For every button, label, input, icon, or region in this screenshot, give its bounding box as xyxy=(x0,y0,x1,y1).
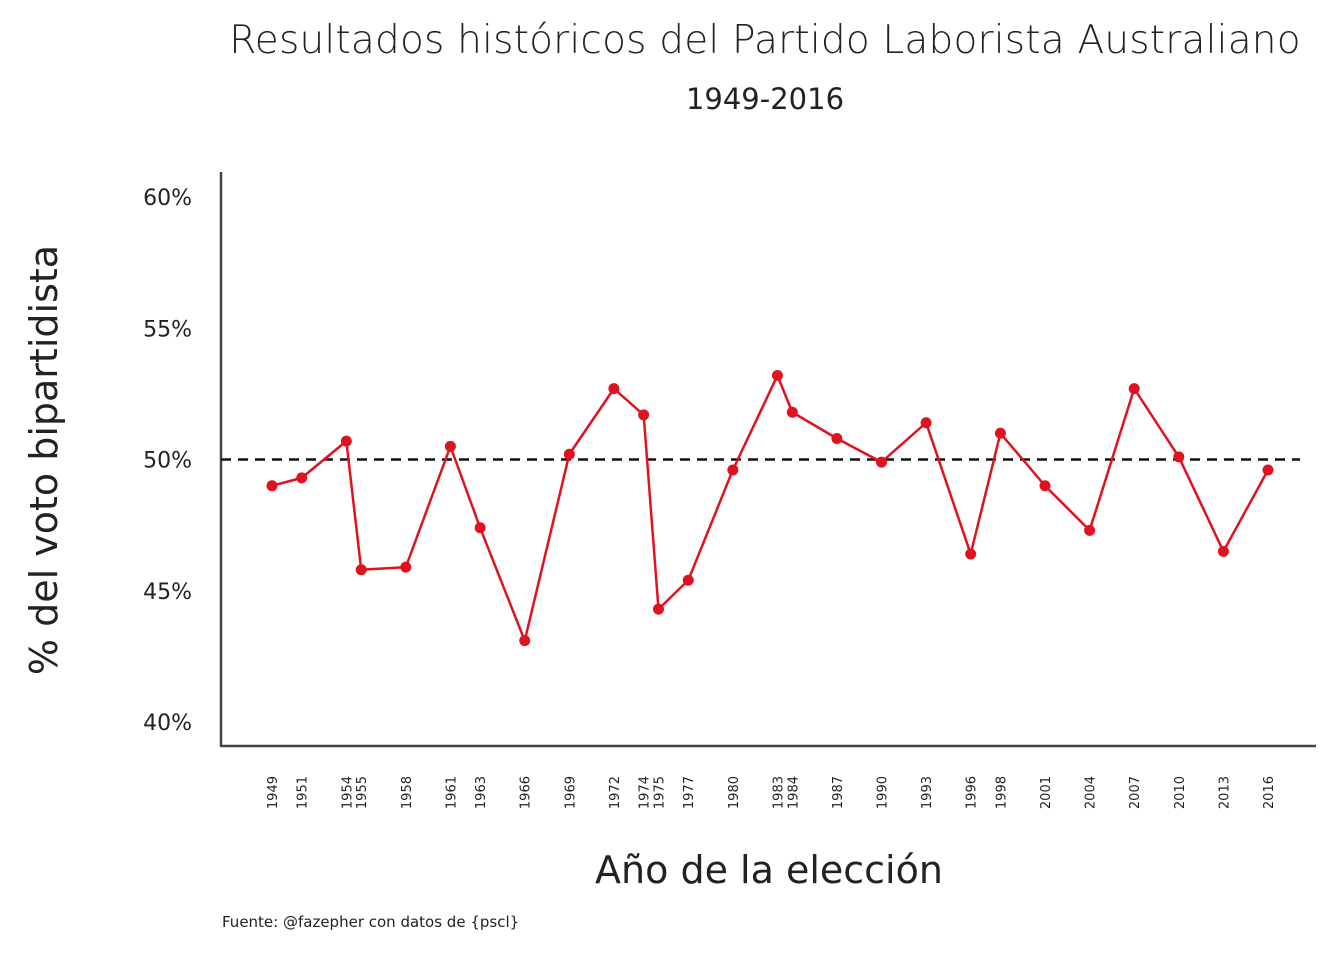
data-point xyxy=(994,427,1006,439)
data-point xyxy=(682,574,694,586)
x-tick-label: 1951 xyxy=(296,776,311,809)
data-point xyxy=(831,433,843,444)
x-tick-label: 2016 xyxy=(1262,776,1277,809)
x-tick-label: 1990 xyxy=(875,776,890,809)
x-tick-label: 2010 xyxy=(1173,776,1188,809)
x-tick-label: 2001 xyxy=(1039,776,1054,809)
data-point xyxy=(296,472,308,484)
data-point xyxy=(638,409,650,421)
x-tick-label: 1961 xyxy=(444,776,459,809)
source-caption: Fuente: @fazepher con datos de {pscl} xyxy=(222,913,520,931)
data-point xyxy=(563,448,575,460)
x-tick-label: 1993 xyxy=(920,776,935,809)
data-point xyxy=(1173,451,1185,463)
x-tick-label: 1998 xyxy=(994,776,1009,809)
data-point xyxy=(1128,383,1140,395)
x-tick-label: 1963 xyxy=(474,776,489,809)
x-tick-label: 1977 xyxy=(682,776,697,809)
x-tick-label: 1949 xyxy=(266,776,281,809)
x-axis-ticks: 1949 1951 1954 1955 1958 1961 1963 1966 1969 1972… xyxy=(266,776,1277,809)
x-tick-label: 2004 xyxy=(1084,776,1099,809)
data-point xyxy=(920,417,932,429)
data-point xyxy=(1262,464,1274,476)
data-point xyxy=(786,406,798,418)
y-tick-label: 60% xyxy=(143,186,192,211)
x-tick-label: 1974 xyxy=(638,776,653,809)
x-tick-label: 1980 xyxy=(727,776,742,809)
data-point xyxy=(875,456,887,468)
data-point xyxy=(1217,545,1229,557)
x-tick-label: 1987 xyxy=(831,776,846,809)
x-tick-label: 2013 xyxy=(1217,776,1232,809)
y-tick-label: 50% xyxy=(143,449,192,474)
data-point xyxy=(727,464,739,476)
x-tick-label: 1966 xyxy=(519,776,534,809)
y-axis-ticks: 40% 45% 50% 55% 60% xyxy=(143,186,192,736)
data-point xyxy=(474,522,486,534)
data-point xyxy=(653,603,665,615)
x-tick-label: 1958 xyxy=(400,776,415,809)
y-tick-label: 55% xyxy=(143,317,192,342)
x-tick-label: 2007 xyxy=(1128,776,1143,809)
x-tick-label: 1983 xyxy=(771,776,786,809)
data-point xyxy=(771,370,783,381)
y-tick-label: 45% xyxy=(143,580,192,605)
x-tick-label: 1975 xyxy=(653,776,668,809)
data-point xyxy=(400,561,412,573)
data-point xyxy=(1039,480,1051,492)
y-axis-title: % del voto bipartidista xyxy=(22,245,66,675)
data-point xyxy=(519,635,531,647)
data-point xyxy=(340,435,352,447)
chart-title: Resultados históricos del Partido Labori… xyxy=(229,18,1301,63)
data-point xyxy=(355,564,367,576)
x-tick-label: 1972 xyxy=(608,776,623,809)
data-point xyxy=(266,480,278,492)
x-tick-label: 1996 xyxy=(965,776,980,809)
data-points xyxy=(266,370,1274,647)
x-tick-label: 1955 xyxy=(355,776,370,809)
data-point xyxy=(1084,524,1096,536)
x-tick-label: 1954 xyxy=(340,776,355,809)
y-tick-label: 40% xyxy=(143,711,192,736)
data-point xyxy=(965,548,977,560)
data-point xyxy=(608,383,620,395)
x-axis-title: Año de la elección xyxy=(595,848,943,892)
x-tick-label: 1969 xyxy=(563,776,578,809)
series-line xyxy=(271,374,1270,642)
data-point xyxy=(444,440,456,452)
x-tick-label: 1984 xyxy=(786,776,801,809)
chart-subtitle: 1949-2016 xyxy=(685,82,845,116)
